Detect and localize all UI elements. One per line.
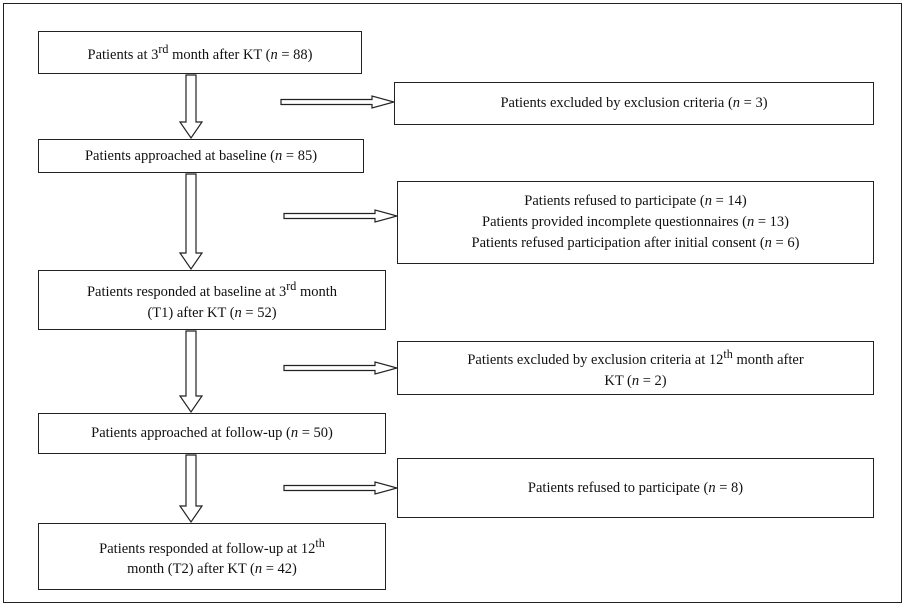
box-line: Patients approached at follow-up (n = 50… xyxy=(91,425,333,441)
box-line: Patients excluded by exclusion criteria … xyxy=(500,95,768,111)
box-line: Patients excluded by exclusion criteria … xyxy=(467,347,804,368)
side-arrow-1 xyxy=(280,95,397,109)
down-arrow-3 xyxy=(178,330,204,414)
box-refused-follow-up: Patients refused to participate (n = 8) xyxy=(397,458,874,518)
box-line: month (T2) after KT (n = 42) xyxy=(127,561,297,578)
box-line: KT (n = 2) xyxy=(604,372,667,389)
box-line: Patients refused to participate (n = 14) xyxy=(524,193,747,209)
box-excluded-criteria: Patients excluded by exclusion criteria … xyxy=(394,82,874,125)
box-line: Patients responded at baseline at 3rd mo… xyxy=(86,279,338,300)
side-arrow-4 xyxy=(283,481,400,495)
box-refused-incomplete: Patients refused to participate (n = 14)… xyxy=(397,181,874,264)
down-arrow-1 xyxy=(178,74,204,140)
box-line: Patients approached at baseline (n = 85) xyxy=(84,147,318,164)
box-excluded-12th-month: Patients excluded by exclusion criteria … xyxy=(397,341,874,395)
box-line: Patients refused to participate (n = 8) xyxy=(527,479,744,496)
box-patients-3rd-month: Patients at 3rd month after KT (n = 88) xyxy=(38,31,362,74)
box-line: Patients refused participation after ini… xyxy=(471,235,800,251)
side-arrow-2 xyxy=(283,209,400,223)
box-line: Patients responded at follow-up at 12th xyxy=(99,535,325,557)
side-arrow-3 xyxy=(283,361,400,375)
box-line: (T1) after KT (n = 52) xyxy=(147,304,277,321)
down-arrow-2 xyxy=(178,173,204,271)
box-line: Patients at 3rd month after KT (n = 88) xyxy=(87,42,313,63)
box-responded-follow-up: Patients responded at follow-up at 12th … xyxy=(38,523,386,590)
box-line: Patients provided incomplete questionnai… xyxy=(482,214,789,230)
down-arrow-4 xyxy=(178,454,204,524)
box-approached-follow-up: Patients approached at follow-up (n = 50… xyxy=(38,413,386,454)
box-responded-baseline: Patients responded at baseline at 3rd mo… xyxy=(38,270,386,330)
box-approached-baseline: Patients approached at baseline (n = 85) xyxy=(38,139,364,173)
